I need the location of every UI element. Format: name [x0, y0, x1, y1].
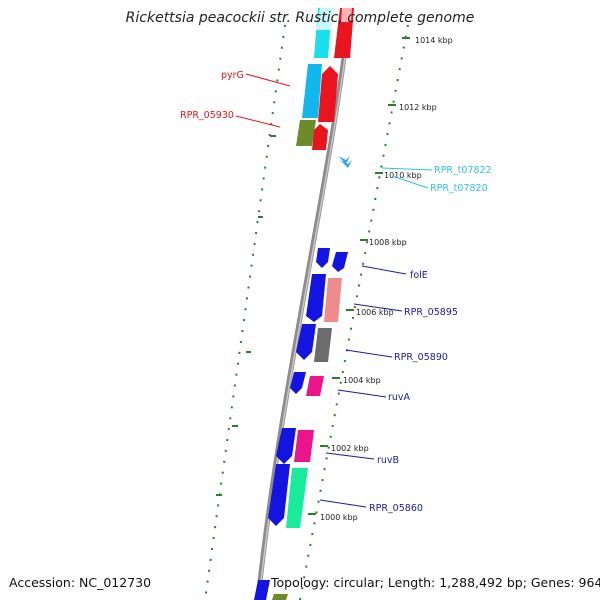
- kbp-ticks: [308, 37, 410, 515]
- gene-rpr05895-pink[interactable]: [324, 278, 342, 322]
- gene-blue-b[interactable]: [332, 252, 348, 272]
- tick-label-1008: 1008 kbp: [369, 238, 407, 247]
- callout-lines: [235, 73, 433, 508]
- tick-label-1012: 1012 kbp: [399, 103, 437, 112]
- gene-blue-a[interactable]: [316, 248, 330, 268]
- gene-rpr05890-blue[interactable]: [296, 324, 316, 360]
- gene-rpr05860-blue[interactable]: [268, 464, 290, 526]
- gene-label-rpr-t07822[interactable]: RPR_t07822: [434, 165, 492, 176]
- gene-pyrG-blue[interactable]: [302, 64, 322, 118]
- gene-label-rpr05890[interactable]: RPR_05890: [394, 352, 448, 363]
- gene-red-low[interactable]: [312, 124, 328, 150]
- gene-ruvA-blue[interactable]: [290, 372, 306, 394]
- gene-ruvB-magenta[interactable]: [294, 430, 314, 462]
- genome-backbone: [255, 24, 351, 600]
- gene-label-ruvB[interactable]: ruvB: [377, 455, 399, 466]
- gene-rpr05860-green[interactable]: [286, 468, 308, 528]
- map-title: Rickettsia peacockii str. Rustic, comple…: [125, 10, 475, 26]
- gene-label-pyrG[interactable]: pyrG: [221, 70, 244, 81]
- gene-rpr05930-olive[interactable]: [296, 120, 316, 146]
- gene-label-ruvA[interactable]: ruvA: [388, 392, 411, 403]
- left-major-ticks: [216, 135, 276, 496]
- gene-folE-blue[interactable]: [306, 274, 326, 322]
- gene-red-mid[interactable]: [318, 66, 338, 122]
- gene-ruvB-blue[interactable]: [276, 428, 296, 464]
- gene-label-rpr-t07820[interactable]: RPR_t07820: [430, 183, 488, 194]
- gene-bottom-blue[interactable]: [254, 580, 270, 600]
- accession-text: Accession: NC_012730: [9, 575, 152, 590]
- trna-chevrons[interactable]: [338, 156, 352, 168]
- gene-label-folE[interactable]: folE: [410, 270, 428, 281]
- tick-label-1010: 1010 kbp: [384, 171, 422, 180]
- tick-label-1004: 1004 kbp: [343, 376, 381, 385]
- tick-label-1014: 1014 kbp: [415, 36, 453, 45]
- gene-label-rpr05930[interactable]: RPR_05930: [180, 110, 234, 121]
- tick-label-1000: 1000 kbp: [320, 513, 358, 522]
- gene-ruvA-magenta[interactable]: [306, 376, 324, 396]
- gene-label-rpr05860[interactable]: RPR_05860: [369, 503, 423, 514]
- genome-summary-text: Topology: circular; Length: 1,288,492 bp…: [271, 575, 600, 590]
- gene-label-rpr05895[interactable]: RPR_05895: [404, 307, 458, 318]
- tick-label-1002: 1002 kbp: [331, 444, 369, 453]
- tick-label-1006: 1006 kbp: [356, 308, 394, 317]
- gene-bottom-olive[interactable]: [272, 594, 288, 600]
- gene-cyan-top-light: [316, 8, 334, 30]
- gene-rpr05890-gray[interactable]: [314, 328, 332, 362]
